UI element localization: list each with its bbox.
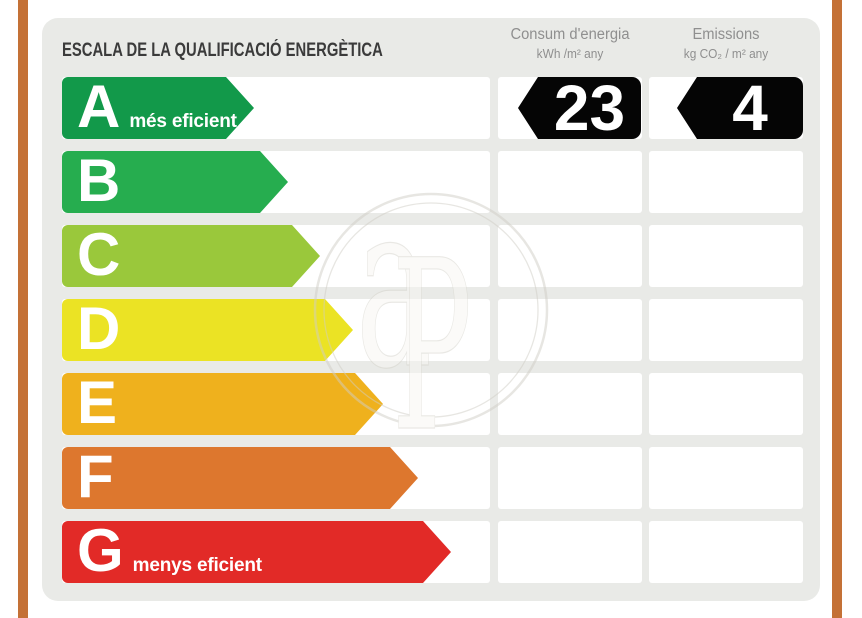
rating-arrow-a: A més eficient — [62, 77, 254, 139]
rating-arrow-b: B — [62, 151, 288, 213]
emissions-header-name: Emissions — [692, 26, 760, 43]
rating-row-c: C — [42, 225, 820, 287]
emissions-cell-b — [649, 151, 803, 213]
grade-sublabel-a: més eficient — [129, 111, 237, 132]
consumption-cell-e — [498, 373, 642, 435]
grade-letter-d: D — [77, 295, 121, 362]
emissions-cell-f — [649, 447, 803, 509]
energy-scale-panel: ESCALA DE LA QUALIFICACIÓ ENERGÈTICA Con… — [42, 18, 820, 601]
grade-letter-c: C — [77, 221, 121, 288]
emissions-cell-c — [649, 225, 803, 287]
grade-letter-f: F — [77, 443, 114, 510]
rating-row-d: D — [42, 299, 820, 361]
consumption-cell-f — [498, 447, 642, 509]
panel-title: ESCALA DE LA QUALIFICACIÓ ENERGÈTICA — [62, 40, 383, 61]
consumption-cell-g — [498, 521, 642, 583]
rating-arrow-g: G menys eficient — [62, 521, 451, 583]
right-orange-frame-bar — [832, 0, 842, 618]
rating-arrow-c: C — [62, 225, 320, 287]
consumption-cell-c — [498, 225, 642, 287]
left-orange-frame-bar — [18, 0, 28, 618]
rating-row-a: A més eficient 23 4 — [42, 77, 820, 139]
emissions-header-unit: kg CO₂ / m² any — [683, 47, 769, 61]
consumption-header-name: Consum d'energia — [510, 26, 630, 43]
grade-sublabel-g: menys eficient — [132, 555, 262, 576]
rating-arrow-d: D — [62, 299, 353, 361]
consumption-cell-d — [498, 299, 642, 361]
consumption-value-badge: 23 — [518, 77, 641, 139]
grade-letter-e: E — [77, 369, 118, 436]
rating-row-f: F — [42, 447, 820, 509]
emissions-cell-e — [649, 373, 803, 435]
consumption-header-unit: kWh /m² any — [536, 47, 604, 61]
rating-arrow-f: F — [62, 447, 418, 509]
emissions-column-header: Emissions kg CO₂ / m² any — [653, 26, 799, 62]
rating-arrow-e: E — [62, 373, 383, 435]
rating-row-e: E — [42, 373, 820, 435]
consumption-value: 23 — [553, 72, 626, 144]
grade-letter-a: A — [77, 73, 121, 140]
grade-letter-b: B — [77, 147, 121, 214]
grade-letter-g: G — [77, 517, 124, 584]
rating-row-g: G menys eficient — [42, 521, 820, 583]
consumption-column-header: Consum d'energia kWh /m² any — [502, 26, 639, 62]
rating-row-b: B — [42, 151, 820, 213]
emissions-value: 4 — [732, 72, 768, 144]
emissions-value-badge: 4 — [677, 77, 803, 139]
consumption-cell-b — [498, 151, 642, 213]
emissions-cell-g — [649, 521, 803, 583]
emissions-cell-d — [649, 299, 803, 361]
rating-rows: A més eficient 23 4 B C — [42, 77, 820, 583]
